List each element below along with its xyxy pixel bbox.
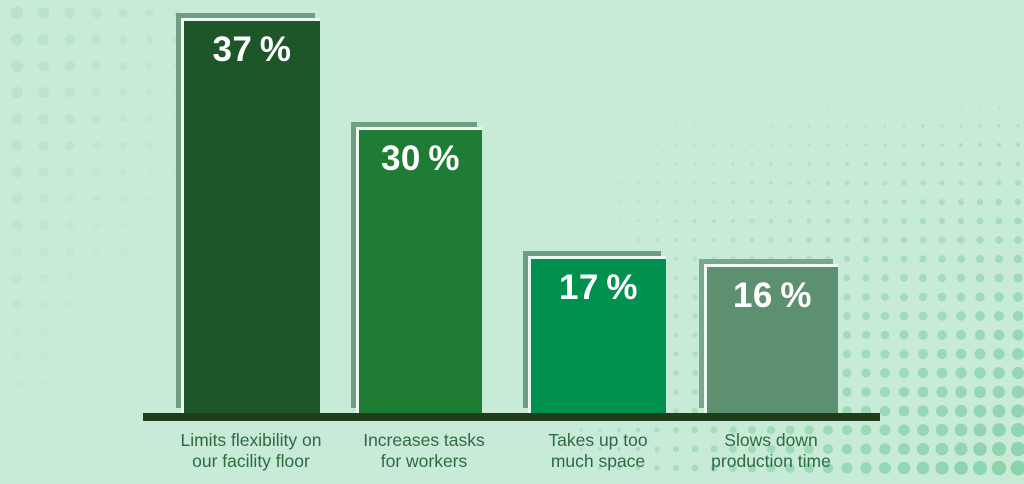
category-label-line: production time xyxy=(711,451,831,471)
category-label-4: Slows down production time xyxy=(661,430,881,472)
category-label-line: Takes up too xyxy=(548,430,648,450)
category-label-1: Limits flexibility on our facility floor xyxy=(141,430,361,472)
bar-value-label: 30 % xyxy=(380,139,461,178)
bar-fill: 17 % xyxy=(528,256,666,413)
category-label-line: Increases tasks xyxy=(363,430,485,450)
bar-value-label: 16 % xyxy=(732,276,813,315)
category-label-2: Increases tasks for workers xyxy=(314,430,534,472)
bar-slows-production: 16 % xyxy=(699,259,838,413)
category-label-line: Limits flexibility on xyxy=(180,430,322,450)
category-label-line: our facility floor xyxy=(192,451,310,471)
category-label-line: for workers xyxy=(380,451,468,471)
category-label-line: Slows down xyxy=(724,430,818,450)
bar-fill: 16 % xyxy=(704,264,838,413)
bar-value-label: 17 % xyxy=(558,268,639,307)
bar-takes-up-space: 17 % xyxy=(523,251,666,413)
bar-increases-tasks: 30 % xyxy=(351,122,482,413)
bar-value-label: 37 % xyxy=(212,30,292,69)
x-axis-line xyxy=(143,413,880,421)
bar-fill: 37 % xyxy=(181,18,320,413)
bar-fill: 30 % xyxy=(356,127,482,413)
bar-limits-flexibility: 37 % xyxy=(176,13,320,413)
category-label-3: Takes up too much space xyxy=(488,430,708,472)
category-label-line: much space xyxy=(550,451,646,471)
